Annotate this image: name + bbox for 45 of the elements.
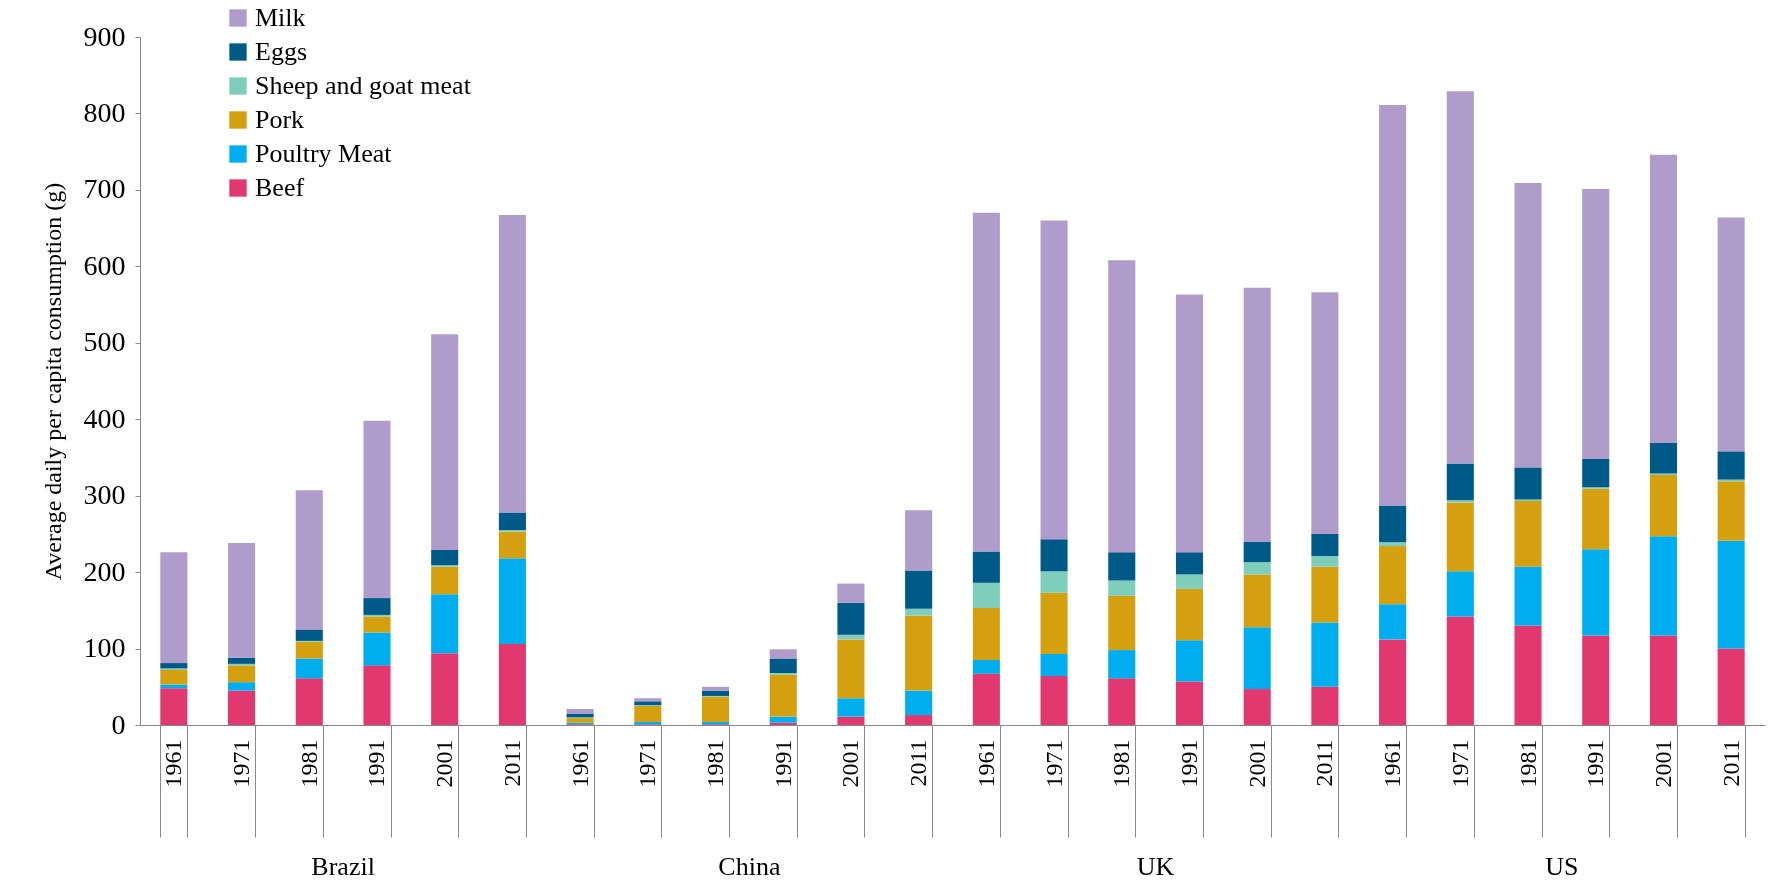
legend-label: Poultry Meat (255, 139, 393, 168)
legend-label: Milk (255, 3, 306, 32)
y-tick-label: 900 (83, 20, 126, 52)
x-tick-label: 1961 (160, 739, 187, 788)
x-tick-label: 2011 (1311, 739, 1338, 787)
x-tick-label: 2001 (431, 739, 458, 788)
x-tick-label: 1981 (295, 739, 322, 788)
x-tick-label: 2001 (1243, 739, 1270, 788)
x-tick-label: 1991 (363, 739, 390, 788)
y-tick-label: 200 (83, 555, 126, 587)
y-tick-label: 100 (83, 632, 126, 664)
text: China (718, 852, 781, 881)
y-tick-label: 700 (83, 173, 126, 205)
x-tick-label: 2001 (1649, 739, 1676, 788)
legend-label: Eggs (255, 37, 307, 66)
x-tick-label: 2011 (498, 739, 525, 787)
x-tick-label: 1991 (1582, 739, 1609, 788)
legend-label: Beef (255, 173, 305, 202)
x-tick-label: 1971 (634, 739, 661, 788)
y-tick-label: 600 (83, 249, 126, 281)
x-tick-label: 2011 (905, 739, 932, 787)
y-tick-label: 0 (111, 708, 126, 740)
text: UK (1136, 852, 1175, 881)
x-tick-label: 1961 (972, 739, 999, 788)
text: Brazil (311, 852, 375, 881)
x-tick-label: 2011 (1717, 739, 1744, 787)
legend-label: Sheep and goat meat (255, 71, 472, 100)
x-tick-label: 1971 (228, 739, 255, 788)
x-tick-label: 1981 (702, 739, 729, 788)
x-tick-label: 1971 (1446, 739, 1473, 788)
x-tick-label: 1991 (1175, 739, 1202, 788)
x-tick-label: 1971 (1040, 739, 1067, 788)
x-tick-label: 1991 (769, 739, 796, 788)
y-tick-label: 800 (83, 96, 126, 128)
y-tick-label: 500 (83, 326, 126, 358)
x-tick-label: 2001 (837, 739, 864, 788)
x-tick-label: 1981 (1108, 739, 1135, 788)
y-axis-title: Average daily per capita consumption (g) (39, 182, 66, 581)
y-tick-label: 300 (83, 479, 126, 511)
x-tick-label: 1981 (1514, 739, 1541, 788)
x-tick-label: 1961 (566, 739, 593, 788)
x-tick-label: 1961 (1379, 739, 1406, 788)
y-tick-label: 400 (83, 402, 126, 434)
legend-label: Pork (255, 105, 305, 134)
text: US (1545, 852, 1579, 881)
